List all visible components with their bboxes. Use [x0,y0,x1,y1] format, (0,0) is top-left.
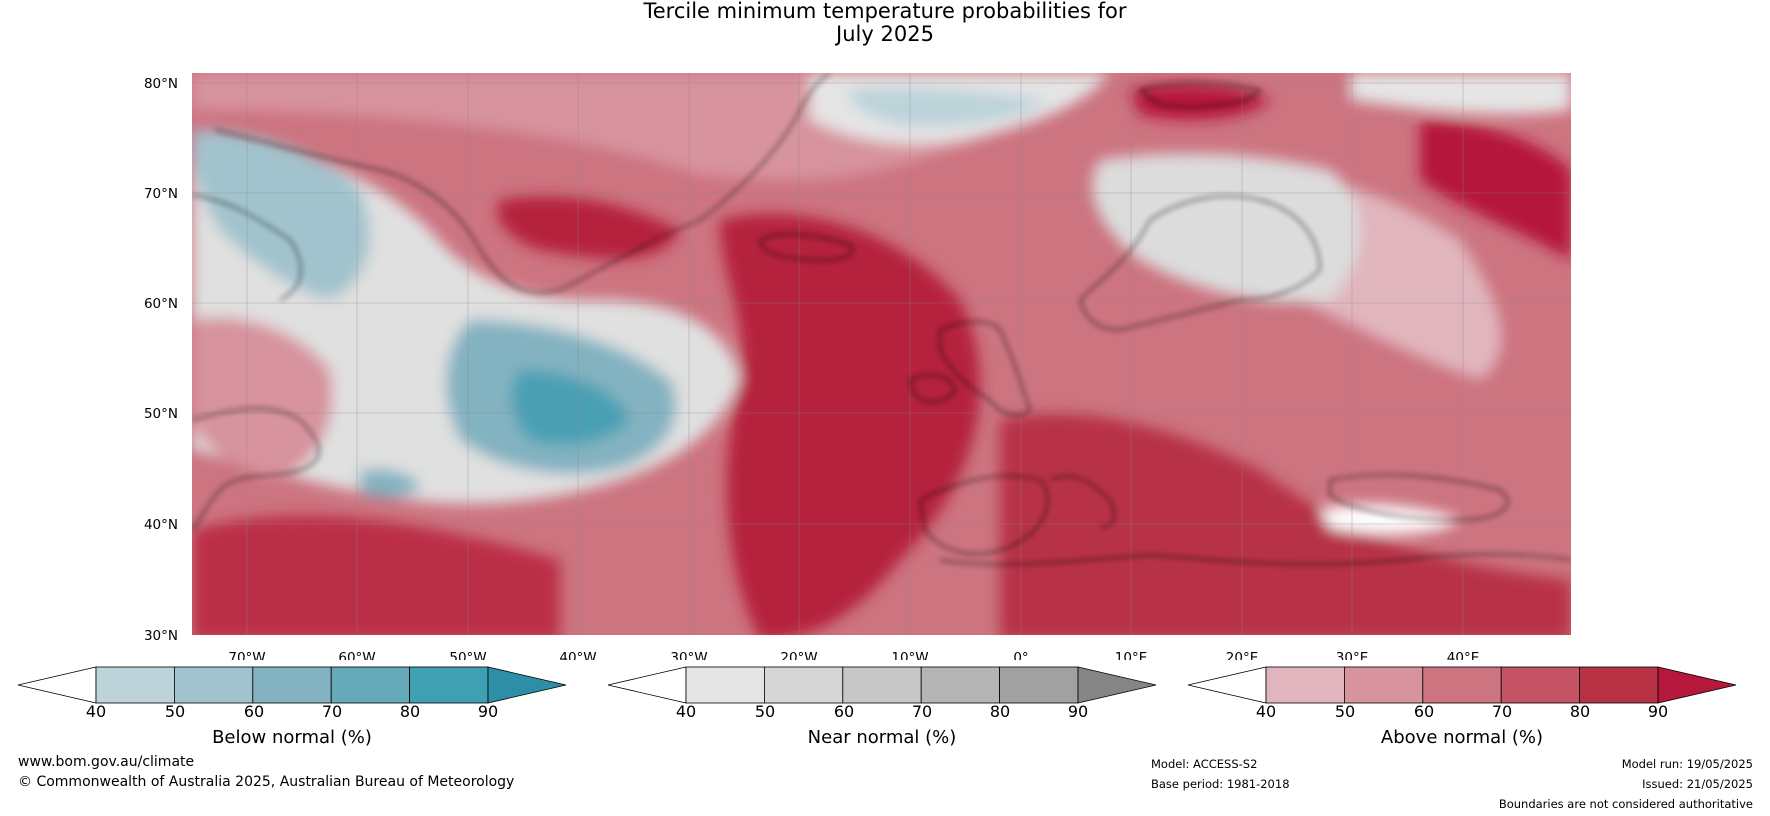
lon-label: 10°E [1115,650,1147,660]
colorbar-extend-high [1077,666,1157,704]
colorbar-segment [1265,666,1345,704]
colorbar-extend-low [1187,666,1267,704]
colorbar-tick: 50 [164,702,186,721]
colorbar-tick: 60 [833,702,855,721]
issued-date: Issued: 21/05/2025 [1642,777,1753,791]
colorbar-tick: 50 [1334,702,1356,721]
colorbar-tick: 40 [1255,702,1277,721]
colorbar-segment [95,666,175,704]
lon-label: 40°E [1447,650,1479,660]
colorbar-tick: 50 [754,702,776,721]
colorbar-segment [763,666,844,704]
colorbar-tick: 70 [321,702,343,721]
colorbar-segment [842,666,922,704]
tercile-map: 80°N 70°N 60°N 50°N 40°N 30°N 70°W 60°W … [144,73,1571,660]
colorbar-tick: 70 [1491,702,1513,721]
colorbar-segment [1343,666,1424,704]
lon-label: 20°W [780,650,817,660]
colorbar-tick: 60 [1413,702,1435,721]
colorbar-extend-high [1657,666,1737,704]
graticule [192,73,1571,635]
colorbar-tick: 80 [399,702,421,721]
colorbar-tick: 90 [1647,702,1669,721]
lat-label: 80°N [144,76,178,92]
lat-label: 40°N [144,517,178,533]
colorbar-segment [173,666,254,704]
colorbar-segment [685,666,765,704]
colorbar-segment [330,666,411,704]
lon-label: 40°W [559,650,596,660]
colorbar-above-normal [1187,666,1737,704]
lon-label: 60°W [338,650,375,660]
lon-labels: 70°W 60°W 50°W 40°W 30°W 20°W 10°W 0° 10… [228,650,1479,660]
lon-label: 30°W [670,650,707,660]
disclaimer: Boundaries are not considered authoritat… [1498,797,1753,811]
map-title: Tercile minimum temperature probabilitie… [0,0,1770,46]
lon-label: 50°W [449,650,486,660]
colorbar-segment [1579,666,1659,704]
colorbar-extend-low [607,666,687,704]
colorbar-tick: 70 [911,702,933,721]
lon-label: 0° [1013,650,1028,660]
lat-label: 60°N [144,296,178,312]
lat-labels: 80°N 70°N 60°N 50°N 40°N 30°N [144,76,178,644]
colorbar-below-label: Below normal (%) [212,727,372,748]
colorbar-near-normal [607,666,1157,704]
colorbar-segment [920,666,1001,704]
coastlines [192,73,1571,565]
lat-label: 30°N [144,628,178,644]
lon-label: 10°W [891,650,928,660]
colorbar-tick: 90 [1067,702,1089,721]
colorbar-tick: 40 [85,702,107,721]
colorbar-above-label: Above normal (%) [1380,727,1544,748]
map-title-line1: Tercile minimum temperature probabilitie… [643,0,1127,23]
colorbar-below-normal [17,666,567,704]
colorbar-segment [409,666,489,704]
lat-label: 70°N [144,186,178,202]
colorbar-segment [1422,666,1502,704]
colorbar-tick: 40 [675,702,697,721]
colorbar-tick: 80 [1569,702,1591,721]
colorbar-near-label: Near normal (%) [807,727,957,748]
map-title-line2: July 2025 [836,22,934,46]
colorbar-segment [1500,666,1581,704]
model-run: Model run: 19/05/2025 [1621,757,1753,771]
colorbar-segment [252,666,332,704]
model-name: Model: ACCESS-S2 [1151,757,1258,771]
lon-label: 30°E [1336,650,1368,660]
colorbar-tick: 60 [243,702,265,721]
colorbar-extend-low [17,666,97,704]
colorbar-extend-high [487,666,567,704]
website-link[interactable]: www.bom.gov.au/climate [18,754,195,770]
lon-label: 70°W [228,650,265,660]
colorbar-tick: 90 [477,702,499,721]
colorbar-segment [999,666,1079,704]
base-period: Base period: 1981-2018 [1151,777,1290,791]
probability-field [192,73,1571,635]
lon-label: 20°E [1226,650,1258,660]
lat-label: 50°N [144,406,178,422]
copyright-text: © Commonwealth of Australia 2025, Austra… [18,774,515,790]
colorbar-tick: 80 [989,702,1011,721]
